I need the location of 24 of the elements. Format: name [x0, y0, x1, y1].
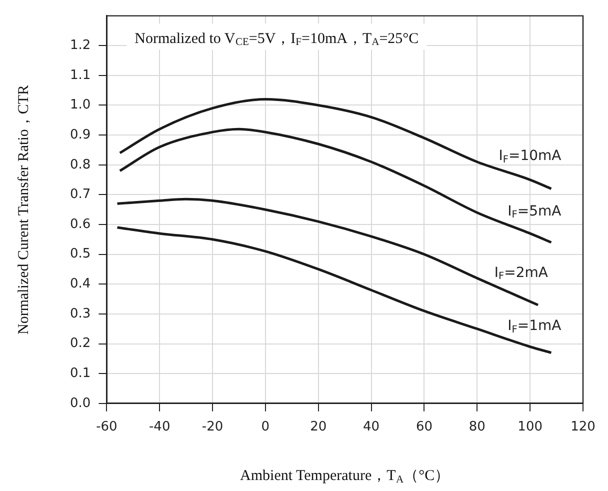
y-tick-label: 0.9	[70, 127, 91, 142]
x-tick-label: 100	[518, 420, 542, 435]
y-tick-label: 1.0	[70, 98, 91, 113]
y-tick-label: 1.1	[70, 68, 91, 83]
x-tick-label: 120	[570, 420, 596, 435]
y-tick-label: 0.0	[70, 396, 91, 411]
x-tick-label: 20	[310, 420, 327, 435]
x-tick-label: -20	[202, 420, 224, 435]
y-tick-label: 1.2	[70, 38, 91, 53]
y-tick-label: 0.1	[70, 366, 91, 381]
x-tick-label: -60	[96, 420, 118, 435]
y-tick-label: 0.4	[70, 276, 91, 292]
x-tick-label: 80	[468, 420, 486, 435]
x-tick-label: -40	[148, 420, 170, 435]
y-tick-label: 0.8	[70, 157, 91, 172]
x-tick-label: 40	[363, 420, 380, 435]
x-tick-label: 0	[261, 420, 270, 435]
y-axis-title: Normalized Curent Transfer Ratio，CTR	[16, 84, 32, 335]
y-tick-label: 0.7	[70, 187, 91, 202]
y-tick-label: 0.5	[70, 246, 91, 262]
x-tick-label: 60	[416, 420, 432, 435]
y-tick-label: 0.2	[70, 336, 91, 352]
y-tick-label: 0.6	[70, 216, 91, 232]
y-tick-label: 0.3	[70, 306, 91, 322]
